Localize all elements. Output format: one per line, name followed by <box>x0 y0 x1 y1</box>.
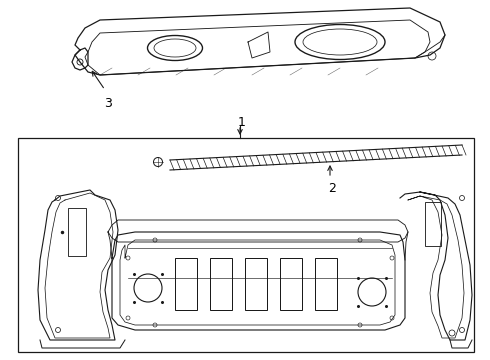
Bar <box>245 258 267 310</box>
Bar <box>280 258 302 310</box>
Bar <box>175 258 197 310</box>
Text: 2: 2 <box>328 181 336 194</box>
Bar <box>18 138 474 352</box>
Bar <box>315 258 337 310</box>
Text: 1: 1 <box>238 116 246 129</box>
Bar <box>68 208 86 256</box>
Bar <box>425 202 441 246</box>
Bar <box>210 258 232 310</box>
Text: 3: 3 <box>104 96 112 109</box>
